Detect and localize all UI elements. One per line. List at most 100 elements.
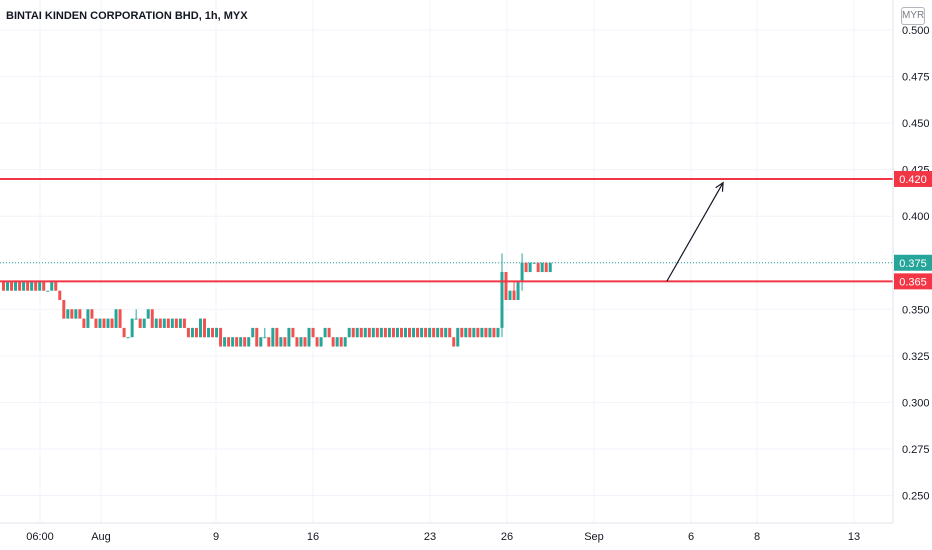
time-tick-label: 6 [688,531,694,543]
price-tick-label: 0.450 [902,118,930,130]
candle [18,281,22,291]
candle [424,327,428,338]
candle [78,309,82,319]
candle [412,327,416,338]
candle [255,327,259,347]
time-tick-label: 9 [213,531,219,543]
currency-label[interactable]: MYR [901,7,925,25]
time-tick-label: 8 [754,531,760,543]
candle [190,327,194,338]
candle [66,309,70,319]
candle [275,327,279,347]
candle [178,318,182,328]
candle [500,253,504,338]
time-axis[interactable]: 06:00 Aug 9 16 23 26 Sep 6 8 13 [26,531,860,543]
candle [247,337,251,347]
candle [496,327,500,338]
candle [492,327,496,338]
price-tick-label: 0.500 [902,25,930,37]
candle [331,337,335,347]
price-label: 0.420 [894,170,932,187]
candle [227,337,231,347]
time-tick-label: 13 [848,531,860,543]
candle [327,327,331,338]
candle [162,318,166,328]
candle [90,309,94,319]
candle [444,327,448,338]
candle [219,327,223,347]
candle [22,281,26,291]
candle [203,318,206,338]
candle [2,281,5,291]
trend-arrow[interactable] [666,181,724,282]
candle [146,309,150,319]
arrow-head [715,181,724,192]
candle [548,262,552,273]
horizontal-lines[interactable] [0,177,893,283]
candle [303,337,307,347]
candle [279,337,283,347]
candle [452,337,456,347]
price-label-text: 0.375 [899,258,927,270]
candle [74,309,78,319]
candle [460,327,464,338]
candle [520,253,524,291]
price-label: 0.365 [894,273,932,290]
candle [138,318,142,328]
time-tick-label: 26 [501,531,513,543]
price-tick-label: 0.475 [902,72,930,84]
candle [166,318,170,328]
candle [408,327,412,338]
candle [34,281,38,291]
candle [343,337,347,347]
candle [528,262,532,273]
candle [46,290,50,292]
candle [215,327,219,338]
candle [379,327,383,338]
candle [174,318,178,328]
candle [516,281,520,300]
candle [355,327,359,338]
candle [404,327,407,338]
candle [387,327,391,338]
candle [391,327,395,338]
candle [267,337,271,347]
candle [432,327,436,338]
candle [416,327,420,338]
candle [311,327,315,338]
candle [448,327,452,338]
candle [126,337,130,339]
price-tick-label: 0.325 [902,351,930,363]
candle [70,309,74,319]
candle [158,318,162,328]
candle [440,327,444,338]
chart-title: BINTAI KINDEN CORPORATION BHD, 1h, MYX [6,10,248,22]
candle [186,327,190,338]
candle [271,327,275,347]
candle [26,281,30,291]
candle [6,281,10,291]
candle [106,318,110,328]
candle [544,262,548,273]
candle [231,337,235,347]
candle [476,327,480,338]
candle [10,281,14,291]
candle [42,281,46,291]
candle [154,318,158,328]
time-tick-label: Sep [584,531,604,543]
candle [488,327,492,338]
candle [540,262,544,273]
candle [512,281,516,300]
arrow-shaft[interactable] [666,182,724,282]
candle [62,299,66,319]
candle [235,337,239,347]
candle [480,327,484,338]
candle [464,327,468,338]
time-tick-label: Aug [91,531,111,543]
candle [251,327,255,338]
candle [456,327,460,347]
candle [98,318,102,328]
candle [134,309,138,320]
candle [170,318,174,328]
